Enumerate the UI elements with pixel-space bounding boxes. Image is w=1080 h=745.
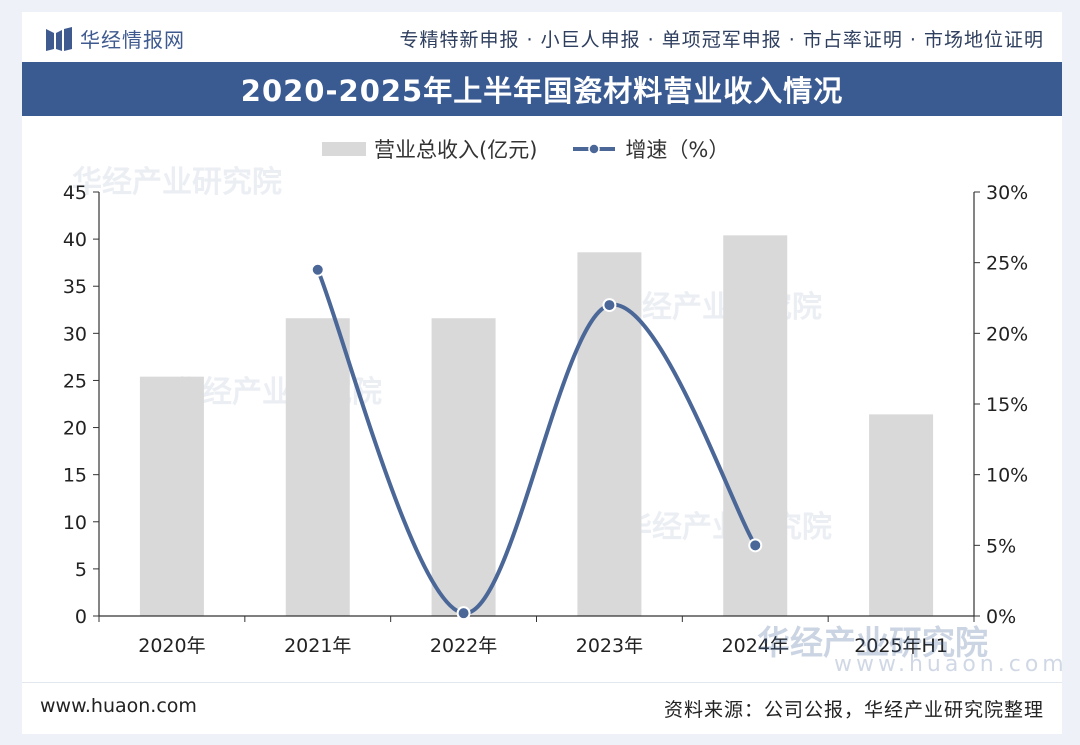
y-left-tick-label: 30: [63, 323, 87, 345]
y-left-tick-label: 25: [63, 370, 87, 392]
brand-name: 华经情报网: [80, 28, 185, 52]
watermark-faint: 华经产业研究院: [72, 165, 282, 200]
x-tick-label: 2025年H1: [854, 635, 948, 657]
y-left-tick-label: 10: [63, 512, 87, 534]
bar-revenue: [431, 318, 496, 616]
point-growth-rate: [602, 298, 617, 313]
watermark-url: www.huaon.com: [834, 652, 1068, 677]
brand-logo[interactable]: 华经情报网: [46, 24, 185, 53]
y-right-tick-label: 25%: [986, 253, 1028, 275]
y-left-tick-label: 45: [63, 182, 87, 204]
chart-title: 2020-2025年上半年国瓷材料营业收入情况: [22, 62, 1062, 116]
x-tick-label: 2022年: [430, 635, 497, 657]
point-growth-rate: [748, 538, 763, 553]
bar-revenue: [285, 318, 350, 616]
y-left-tick-label: 40: [63, 229, 87, 251]
chart-legend: 营业总收入(亿元) 增速（%）: [322, 134, 763, 164]
y-right-tick-label: 5%: [986, 535, 1016, 557]
line-growth-rate: [315, 267, 758, 616]
legend-label-growth: 增速（%）: [625, 138, 730, 162]
watermark-brand: 华经产业研究院: [757, 623, 988, 662]
bar-revenue: [869, 414, 934, 616]
service-tagline: 专精特新申报 · 小巨人申报 · 单项冠军申报 · 市占率证明 · 市场地位证明: [399, 29, 1044, 51]
y-right-tick-label: 0%: [986, 606, 1016, 628]
point-growth-rate: [310, 262, 325, 277]
brand-mark-icon: [46, 26, 72, 51]
footer-source-note: 资料来源：公司公报，华经产业研究院整理: [663, 699, 1044, 721]
y-right-tick-label: 20%: [986, 323, 1028, 345]
x-tick-label: 2021年: [284, 635, 351, 657]
bar-revenue: [723, 235, 788, 616]
bar-revenue: [139, 376, 204, 616]
y-left-tick-label: 15: [63, 465, 87, 487]
y-right-tick-label: 15%: [986, 394, 1028, 416]
legend-swatch-line: [573, 143, 616, 155]
y-left-tick-label: 0: [75, 606, 87, 628]
footer: www.huaon.com 资料来源：公司公报，华经产业研究院整理: [22, 682, 1062, 735]
y-right-tick-label: 30%: [986, 182, 1028, 204]
y-left-tick-label: 5: [75, 559, 87, 581]
y-right-tick-label: 10%: [986, 465, 1028, 487]
legend-item-revenue: 营业总收入(亿元): [322, 134, 537, 164]
top-bar: 华经情报网 专精特新申报 · 小巨人申报 · 单项冠军申报 · 市占率证明 · …: [22, 12, 1062, 62]
point-growth-rate: [456, 606, 471, 621]
legend-item-growth: 增速（%）: [571, 134, 729, 164]
legend-swatch-bar: [322, 142, 366, 156]
x-tick-label: 2023年: [576, 635, 643, 657]
chart-card: 华经情报网 专精特新申报 · 小巨人申报 · 单项冠军申报 · 市占率证明 · …: [22, 12, 1064, 735]
footer-site-link[interactable]: www.huaon.com: [40, 695, 197, 717]
x-tick-label: 2024年: [722, 635, 789, 657]
x-tick-label: 2020年: [138, 635, 205, 657]
chart-canvas: 0 5 10 15 20 25 30 35 40 45 0% 5% 10% 15% 20% 25% 30% 202…: [63, 182, 1028, 657]
legend-label-revenue: 营业总收入(亿元): [374, 138, 538, 162]
y-left-tick-label: 35: [63, 276, 87, 298]
y-left-tick-label: 20: [63, 418, 87, 440]
